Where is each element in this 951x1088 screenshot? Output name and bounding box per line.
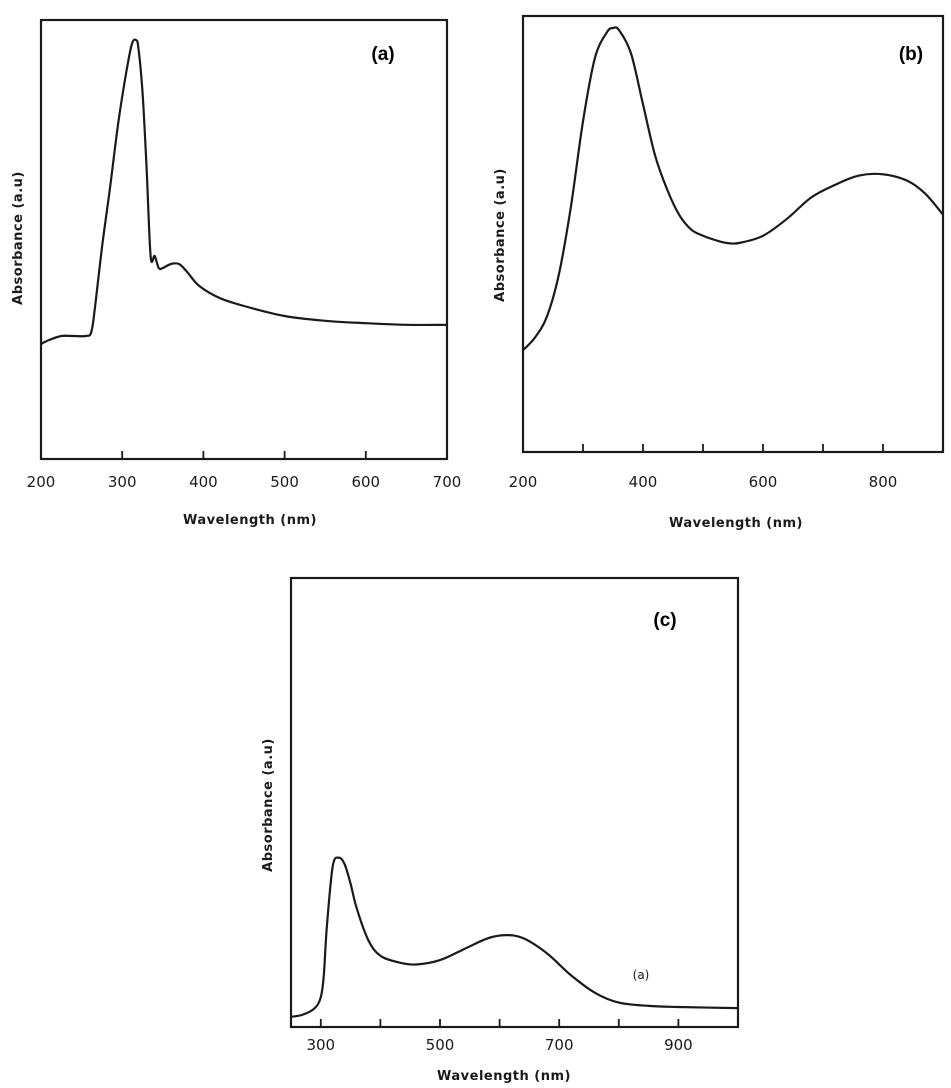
x-tick-label-c-300: 300 bbox=[306, 1036, 335, 1054]
x-tick-label-c-900: 900 bbox=[664, 1036, 693, 1054]
x-tick-label-a-400: 400 bbox=[189, 473, 218, 491]
absorbance-curve-b bbox=[521, 26, 945, 352]
x-tick-label-b-600: 600 bbox=[749, 473, 778, 491]
x-tick-labels-a: 200 300 400 500 600 700 bbox=[27, 473, 462, 491]
x-axis-label-b: Wavelength (nm) bbox=[669, 516, 803, 531]
panel-label-b: (b) bbox=[899, 44, 923, 65]
x-axis-label-a: Wavelength (nm) bbox=[183, 513, 317, 528]
x-ticks-b bbox=[522, 444, 944, 452]
panel-label-c: (c) bbox=[653, 610, 676, 631]
x-tick-label-c-500: 500 bbox=[426, 1036, 455, 1054]
x-ticks-a bbox=[40, 451, 448, 459]
x-tick-label-b-400: 400 bbox=[629, 473, 658, 491]
y-axis-label-b: Absorbance (a.u) bbox=[493, 168, 508, 302]
chart-panel-a: 200 300 400 500 600 700 (a) Wavelength (nm) A… bbox=[11, 18, 462, 528]
x-tick-label-a-300: 300 bbox=[108, 473, 137, 491]
y-axis-label-a: Absorbance (a.u) bbox=[11, 171, 26, 305]
x-tick-label-b-200: 200 bbox=[509, 473, 538, 491]
x-tick-label-c-700: 700 bbox=[545, 1036, 574, 1054]
y-axis-label-c: Absorbance (a.u) bbox=[261, 738, 276, 872]
curve-annotation-c: (a) bbox=[633, 968, 650, 982]
x-tick-label-a-500: 500 bbox=[270, 473, 299, 491]
x-axis-label-c: Wavelength (nm) bbox=[437, 1069, 571, 1084]
x-tick-label-a-700: 700 bbox=[433, 473, 462, 491]
plot-frame-c bbox=[289, 576, 740, 1029]
absorbance-curve-c bbox=[289, 856, 740, 1018]
panel-label-a: (a) bbox=[371, 44, 394, 65]
x-tick-label-a-600: 600 bbox=[351, 473, 380, 491]
x-tick-label-b-800: 800 bbox=[869, 473, 898, 491]
absorbance-curve-a bbox=[39, 38, 449, 346]
plot-frame-a bbox=[39, 18, 449, 461]
x-tick-labels-b: 200 400 600 800 bbox=[509, 473, 898, 491]
x-tick-label-a-200: 200 bbox=[27, 473, 56, 491]
plot-frame-b bbox=[521, 14, 945, 454]
x-ticks-c bbox=[319, 1019, 739, 1027]
x-tick-labels-c: 300 500 700 900 bbox=[306, 1036, 692, 1054]
chart-panel-c: 300 500 700 900 (c) (a) Wavelength (nm) Abs… bbox=[261, 576, 740, 1084]
chart-panel-b: 200 400 600 800 (b) Wavelength (nm) Absorba… bbox=[493, 14, 945, 531]
